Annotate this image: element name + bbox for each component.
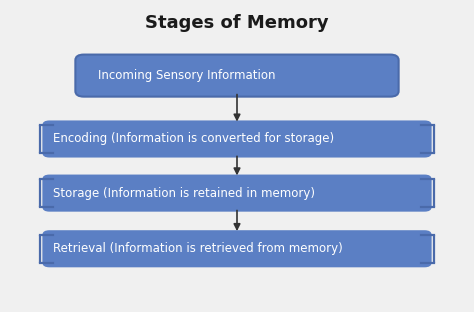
FancyBboxPatch shape — [42, 230, 432, 267]
Text: Stages of Memory: Stages of Memory — [145, 14, 329, 32]
FancyBboxPatch shape — [75, 55, 399, 97]
FancyBboxPatch shape — [42, 120, 432, 158]
Text: Storage (Information is retained in memory): Storage (Information is retained in memo… — [53, 187, 315, 200]
Text: Retrieval (Information is retrieved from memory): Retrieval (Information is retrieved from… — [53, 242, 343, 255]
FancyBboxPatch shape — [42, 174, 432, 212]
Text: Incoming Sensory Information: Incoming Sensory Information — [98, 69, 275, 82]
Text: Encoding (Information is converted for storage): Encoding (Information is converted for s… — [53, 133, 334, 145]
